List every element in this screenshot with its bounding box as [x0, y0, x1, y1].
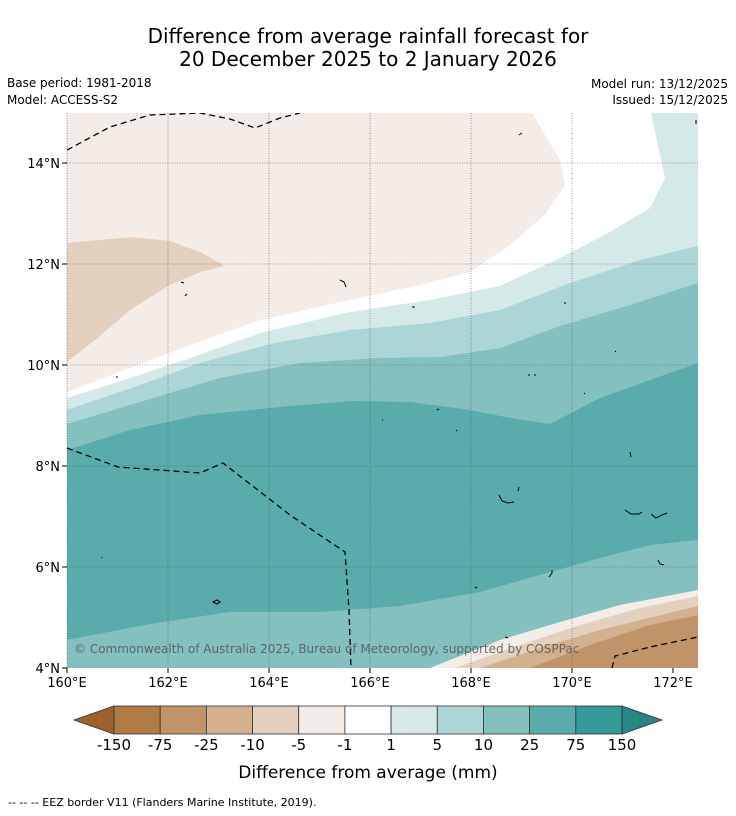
- colorbar: -150 -75 -25 -10 -5 -1 1 5 10 25 75 150: [72, 705, 664, 754]
- colorbar-tick-label: 25: [520, 736, 539, 754]
- colorbar-tick-label: -10: [240, 736, 265, 754]
- lon-label: 162°E: [148, 676, 188, 691]
- colorbar-tick-label: -150: [97, 736, 131, 754]
- eez-legend-note: -- -- -- EEZ border V11 (Flanders Marine…: [8, 796, 317, 809]
- colorbar-cell: [390, 705, 438, 735]
- model-run: Model run: 13/12/2025: [590, 77, 728, 91]
- rainfall-contour-field: [67, 113, 698, 668]
- colorbar-high-arrow: [621, 705, 664, 735]
- latitude-labels: 14°N 12°N 10°N 8°N 6°N 4°N: [27, 157, 60, 677]
- colorbar-cell: [159, 705, 207, 735]
- lat-label: 6°N: [36, 561, 61, 576]
- colorbar-cell: [483, 705, 531, 735]
- lon-label: 160°E: [47, 676, 87, 691]
- map-title-line2: 20 December 2025 to 2 January 2026: [179, 47, 557, 71]
- colorbar-cell: [529, 705, 577, 735]
- colorbar-cell: [575, 705, 623, 735]
- lat-label: 14°N: [27, 157, 60, 172]
- islands: [101, 120, 697, 639]
- colorbar-cell: [436, 705, 484, 735]
- colorbar-tick-label: -1: [337, 736, 352, 754]
- dry-band-moderate: [67, 237, 225, 362]
- south-dry-band-stronger: [530, 615, 698, 668]
- copyright-notice: © Commonwealth of Australia 2025, Bureau…: [74, 642, 579, 656]
- colorbar-cell: [113, 705, 161, 735]
- colorbar-tick-label: 1: [386, 736, 396, 754]
- lat-label: 8°N: [36, 460, 61, 475]
- lat-label: 10°N: [27, 359, 60, 374]
- longitude-labels: 160°E 162°E 164°E 166°E 168°E 170°E 172°…: [47, 676, 693, 691]
- colorbar-tick-label: -5: [291, 736, 306, 754]
- model-name: Model: ACCESS-S2: [7, 93, 119, 107]
- colorbar-tick-label: -25: [194, 736, 219, 754]
- eez-border: [67, 113, 698, 668]
- dry-band-light: [67, 113, 565, 392]
- lon-label: 166°E: [350, 676, 390, 691]
- colorbar-tick-label: 5: [432, 736, 442, 754]
- lon-label: 168°E: [451, 676, 491, 691]
- colorbar-tick-label: 75: [566, 736, 585, 754]
- colorbar-tick-label: 150: [608, 736, 637, 754]
- wet-band-25-75: [67, 363, 698, 640]
- graticule: [66, 113, 698, 668]
- colorbar-cell: [344, 705, 392, 735]
- axis-ticks: [62, 162, 674, 673]
- lat-label: 12°N: [27, 258, 60, 273]
- map-title-line1: Difference from average rainfall forecas…: [147, 24, 589, 48]
- colorbar-cell: [298, 705, 346, 735]
- lon-label: 172°E: [653, 676, 693, 691]
- colorbar-title: Difference from average (mm): [238, 763, 498, 783]
- lat-label: 4°N: [36, 662, 61, 677]
- colorbar-tick-label: -75: [148, 736, 173, 754]
- colorbar-cell: [205, 705, 253, 735]
- colorbar-tick-label: 10: [474, 736, 493, 754]
- base-period: Base period: 1981-2018: [7, 76, 152, 90]
- issued-date: Issued: 15/12/2025: [612, 93, 728, 107]
- colorbar-low-arrow: [72, 705, 115, 735]
- colorbar-cell: [252, 705, 300, 735]
- lon-label: 164°E: [249, 676, 289, 691]
- lon-label: 170°E: [552, 676, 592, 691]
